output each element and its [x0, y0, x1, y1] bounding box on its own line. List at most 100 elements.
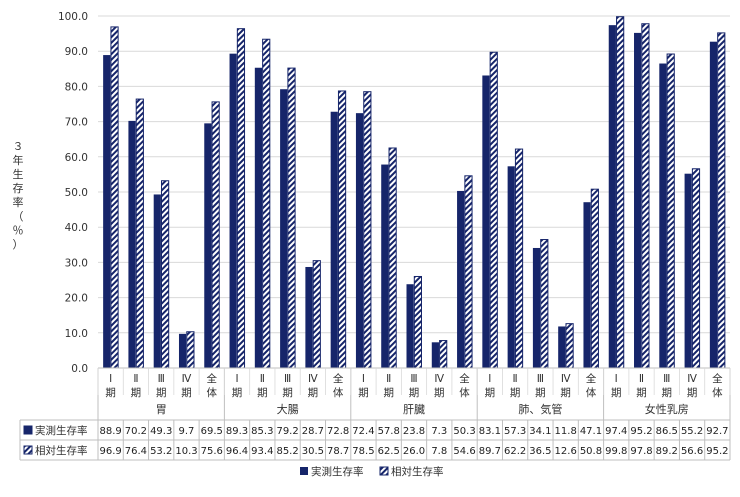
- table-row-header: 実測生存率: [35, 424, 88, 437]
- table-cell: 95.2: [706, 446, 728, 457]
- table-cell: 72.8: [327, 426, 349, 437]
- bar-soutai: [262, 38, 271, 369]
- bar-soutai: [161, 180, 170, 369]
- bar-jissoku: [406, 284, 414, 368]
- bar-jissoku: [482, 75, 490, 368]
- y-tick-label: 10.0: [65, 328, 88, 340]
- group-label: 女性乳房: [645, 402, 689, 416]
- table-cell: 9.7: [179, 426, 195, 437]
- table-cell: 88.9: [100, 426, 122, 437]
- table-cell: 95.2: [630, 426, 652, 437]
- bar-jissoku: [457, 190, 465, 368]
- table-cell: 85.3: [251, 426, 273, 437]
- y-tick-label: 60.0: [65, 152, 88, 164]
- table-cell: 23.8: [403, 426, 425, 437]
- table-cell: 76.4: [125, 446, 147, 457]
- table-cell: 7.8: [431, 446, 447, 457]
- bar-jissoku: [507, 166, 515, 368]
- table-cell: 69.5: [201, 426, 223, 437]
- bar-jissoku: [532, 247, 541, 368]
- legend-label-soutai: 相対生存率: [391, 465, 444, 478]
- y-tick-label: 30.0: [65, 257, 88, 269]
- bar-jissoku: [305, 266, 313, 368]
- table-cell: 78.5: [352, 446, 374, 457]
- table-cell: 11.8: [555, 426, 577, 437]
- bar-soutai: [514, 148, 524, 369]
- table-cell: 50.8: [580, 446, 602, 457]
- x-tick-label: Ⅲ: [537, 373, 544, 385]
- table-cell: 34.1: [529, 426, 551, 437]
- table-cell: 89.7: [479, 446, 501, 457]
- bar-soutai: [287, 67, 296, 369]
- table-cell: 28.7: [302, 426, 324, 437]
- x-tick-label: 全: [586, 372, 597, 385]
- x-tick-label: Ⅳ: [687, 373, 697, 385]
- x-tick-label: Ⅲ: [663, 373, 670, 385]
- bar-jissoku: [558, 326, 566, 368]
- x-tick-label: 期: [535, 387, 546, 399]
- x-tick-label: 期: [662, 387, 673, 399]
- bar-jissoku: [229, 53, 237, 368]
- table-cell: 97.8: [630, 446, 652, 457]
- x-tick-label: 期: [131, 387, 142, 399]
- y-tick-label: 50.0: [65, 187, 88, 199]
- x-tick-label: Ⅳ: [308, 373, 318, 385]
- x-tick-label: Ⅱ: [639, 373, 644, 385]
- bar-jissoku: [204, 123, 212, 368]
- x-tick-label: 期: [687, 387, 698, 399]
- table-cell: 49.3: [150, 426, 172, 437]
- x-tick-label: 期: [409, 387, 420, 399]
- bar-soutai: [489, 51, 498, 369]
- x-tick-label: 体: [712, 387, 723, 399]
- bar-soutai: [413, 275, 422, 369]
- x-tick-label: 体: [207, 387, 218, 399]
- bar-soutai: [641, 23, 650, 369]
- bar-jissoku: [431, 342, 439, 368]
- x-tick-label: 期: [282, 387, 293, 399]
- x-tick-label: Ⅰ: [488, 373, 491, 385]
- x-tick-label: 全: [459, 372, 470, 385]
- x-tick-label: Ⅰ: [362, 373, 365, 385]
- table-cell: 62.2: [504, 446, 526, 457]
- table-cell: 83.1: [479, 426, 501, 437]
- group-label: 胃: [156, 403, 167, 416]
- bar-soutai: [211, 101, 220, 369]
- x-tick-label: 期: [383, 387, 394, 399]
- bar-jissoku: [254, 67, 263, 368]
- bar-soutai: [464, 175, 473, 369]
- x-tick-label: 期: [434, 387, 445, 399]
- bar-soutai: [363, 91, 372, 369]
- bar-jissoku: [128, 120, 136, 368]
- x-tick-label: 体: [333, 387, 344, 399]
- x-tick-label: 期: [257, 387, 268, 399]
- bar-jissoku: [178, 333, 187, 368]
- table-cell: 7.3: [431, 426, 447, 437]
- bar-soutai: [388, 147, 397, 369]
- legend-label-jissoku: 実測生存率: [311, 465, 364, 478]
- y-tick-label: 20.0: [65, 293, 88, 305]
- bar-jissoku: [659, 63, 667, 369]
- table-cell: 56.6: [681, 446, 703, 457]
- table-key-soutai: [23, 445, 33, 455]
- x-tick-label: 期: [560, 387, 571, 399]
- y-tick-label: 100.0: [58, 11, 88, 23]
- table-key-jissoku: [23, 425, 33, 435]
- x-tick-label: Ⅳ: [182, 373, 192, 385]
- bar-soutai: [312, 260, 321, 369]
- group-label: 肝臓: [403, 403, 425, 416]
- table-cell: 26.0: [403, 446, 425, 457]
- x-tick-label: 期: [105, 387, 116, 399]
- bar-soutai: [717, 32, 726, 369]
- x-tick-label: Ⅱ: [133, 373, 138, 385]
- bar-soutai: [666, 53, 675, 369]
- y-tick-label: 40.0: [65, 222, 88, 234]
- bar-soutai: [565, 323, 574, 369]
- table-cell: 55.2: [681, 426, 703, 437]
- x-tick-label: 全: [333, 372, 344, 385]
- table-cell: 54.6: [453, 446, 475, 457]
- table-cell: 36.5: [529, 446, 551, 457]
- y-axis-label: ３ 年生存率（％）: [12, 140, 24, 251]
- x-tick-label: Ⅱ: [386, 373, 391, 385]
- x-tick-label: 期: [611, 387, 622, 399]
- y-tick-label: 70.0: [65, 117, 88, 129]
